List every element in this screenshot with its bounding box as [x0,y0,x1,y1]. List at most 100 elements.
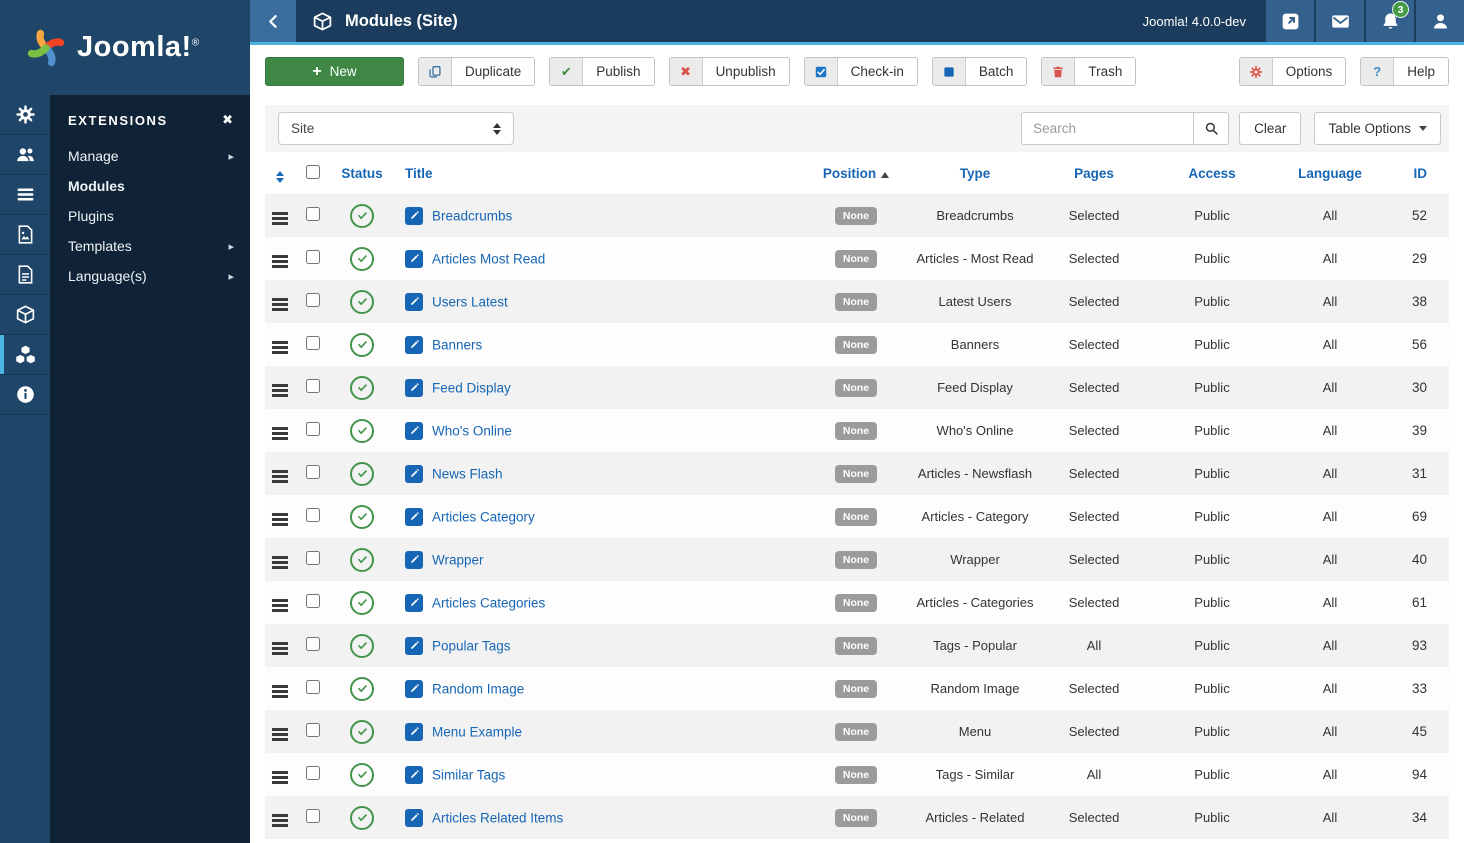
notifications-button[interactable]: 3 [1364,0,1414,42]
row-checkbox[interactable] [306,551,320,565]
drag-handle[interactable] [269,295,291,314]
edit-module-icon[interactable] [405,679,423,698]
title-header[interactable]: Title [405,166,433,181]
users-icon[interactable] [0,135,50,175]
edit-module-icon[interactable] [405,765,423,784]
batch-button[interactable]: Batch [931,57,1028,86]
position-badge[interactable]: None [834,421,878,440]
edit-module-icon[interactable] [405,808,423,827]
module-title-link[interactable]: Articles Related Items [432,810,564,825]
module-title-link[interactable]: Similar Tags [432,767,506,782]
edit-module-icon[interactable] [405,378,423,397]
module-title-link[interactable]: Wrapper [432,552,484,567]
options-button[interactable]: Options [1238,57,1347,86]
row-checkbox[interactable] [306,465,320,479]
ordering-sort-header[interactable] [265,153,295,194]
position-badge[interactable]: None [834,636,878,655]
trash-button[interactable]: Trash [1041,57,1137,86]
position-badge[interactable]: None [834,507,878,526]
drag-handle[interactable] [269,811,291,830]
edit-module-icon[interactable] [405,593,423,612]
status-published-icon[interactable] [350,246,374,271]
media-image-icon[interactable] [0,215,50,255]
edit-module-icon[interactable] [405,464,423,483]
module-title-link[interactable]: Breadcrumbs [432,208,513,223]
row-checkbox[interactable] [306,637,320,651]
cube-icon[interactable] [0,295,50,335]
status-published-icon[interactable] [350,289,374,314]
info-icon[interactable] [0,375,50,415]
status-published-icon[interactable] [350,676,374,701]
status-published-icon[interactable] [350,203,374,228]
row-checkbox[interactable] [306,508,320,522]
position-badge[interactable]: None [834,679,878,698]
back-button[interactable] [250,0,296,42]
module-title-link[interactable]: Popular Tags [432,638,511,653]
position-badge[interactable]: None [834,765,878,784]
drag-handle[interactable] [269,725,291,744]
document-icon[interactable] [0,255,50,295]
close-icon[interactable]: ✖ [222,112,233,127]
duplicate-button[interactable]: Duplicate [418,57,536,86]
row-checkbox[interactable] [306,207,320,221]
row-checkbox[interactable] [306,594,320,608]
site-preview-button[interactable] [1264,0,1314,42]
module-title-link[interactable]: Users Latest [432,294,508,309]
messages-button[interactable] [1314,0,1364,42]
position-header[interactable]: Position [797,153,915,194]
edit-module-icon[interactable] [405,421,423,440]
status-published-icon[interactable] [350,461,374,486]
table-options-button[interactable]: Table Options [1314,112,1441,145]
edit-module-icon[interactable] [405,722,423,741]
position-badge[interactable]: None [834,593,878,612]
module-title-link[interactable]: Feed Display [432,380,511,395]
status-header[interactable]: Status [341,166,383,181]
drag-handle[interactable] [269,338,291,357]
row-checkbox[interactable] [306,809,320,823]
position-badge[interactable]: None [834,335,878,354]
search-button[interactable] [1193,112,1230,145]
status-published-icon[interactable] [350,805,374,830]
module-title-link[interactable]: Articles Category [432,509,535,524]
edit-module-icon[interactable] [405,335,423,354]
status-published-icon[interactable] [350,633,374,658]
position-badge[interactable]: None [834,550,878,569]
drag-handle[interactable] [269,467,291,486]
edit-module-icon[interactable] [405,292,423,311]
client-select[interactable]: Site [278,112,514,145]
row-checkbox[interactable] [306,336,320,350]
drag-handle[interactable] [269,639,291,658]
module-title-link[interactable]: Menu Example [432,724,523,739]
edit-module-icon[interactable] [405,249,423,268]
status-published-icon[interactable] [350,418,374,443]
position-badge[interactable]: None [834,206,878,225]
sidebar-item-languages[interactable]: Language(s) ▸ [50,261,250,291]
module-title-link[interactable]: Articles Most Read [432,251,546,266]
checkin-button[interactable]: Check-in [803,57,918,86]
module-title-link[interactable]: Who's Online [432,423,512,438]
row-checkbox[interactable] [306,766,320,780]
module-title-link[interactable]: Articles Categories [432,595,546,610]
row-checkbox[interactable] [306,250,320,264]
drag-handle[interactable] [269,209,291,228]
position-badge[interactable]: None [834,722,878,741]
module-title-link[interactable]: News Flash [432,466,503,481]
pages-header[interactable]: Pages [1074,166,1114,181]
row-checkbox[interactable] [306,293,320,307]
extension-cubes-icon[interactable] [0,335,50,375]
status-published-icon[interactable] [350,590,374,615]
position-badge[interactable]: None [834,464,878,483]
drag-handle[interactable] [269,682,291,701]
publish-button[interactable]: ✔ Publish [549,57,655,86]
drag-handle[interactable] [269,381,291,400]
drag-handle[interactable] [269,553,291,572]
position-badge[interactable]: None [834,249,878,268]
list-icon[interactable] [0,175,50,215]
unpublish-button[interactable]: ✖ Unpublish [668,57,790,86]
id-header[interactable]: ID [1413,166,1428,181]
position-badge[interactable]: None [834,808,878,827]
row-checkbox[interactable] [306,680,320,694]
row-checkbox[interactable] [306,723,320,737]
row-checkbox[interactable] [306,422,320,436]
type-header[interactable]: Type [959,166,991,181]
